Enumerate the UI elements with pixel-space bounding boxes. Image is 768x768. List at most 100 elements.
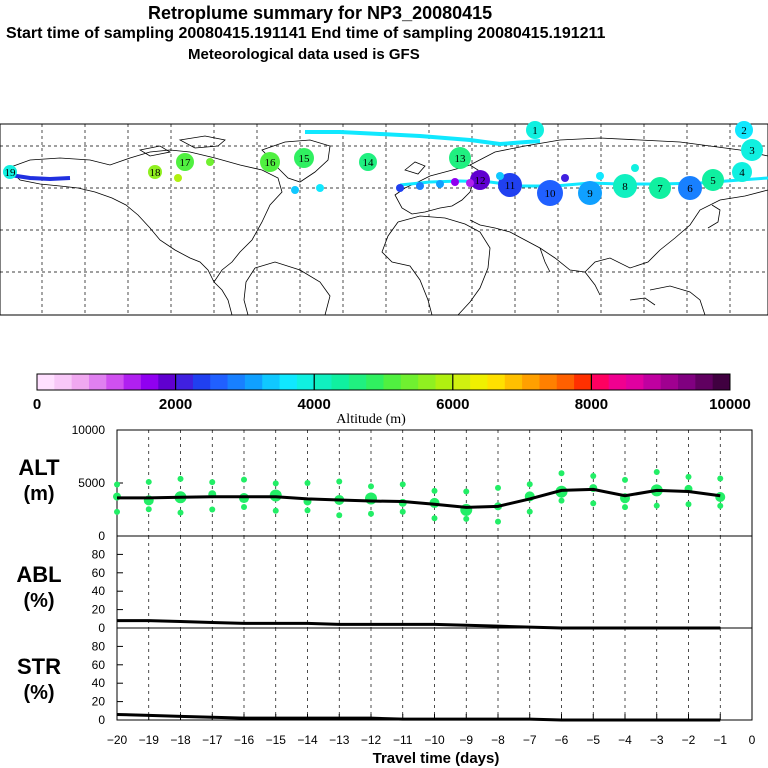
y-tick-label: 0	[98, 529, 105, 543]
x-tick-label: −19	[139, 733, 160, 747]
alt-scatter-point	[653, 468, 660, 475]
alt-scatter-point	[304, 480, 311, 486]
x-tick-label: −11	[393, 733, 413, 747]
colorbar-swatch	[574, 374, 592, 390]
colorbar-swatch	[279, 374, 298, 390]
alt-scatter-point	[558, 497, 565, 504]
colorbar-swatch	[54, 374, 73, 390]
alt-scatter-point	[431, 515, 438, 522]
sampling-time-line: Start time of sampling 20080415.191141 E…	[6, 25, 606, 42]
y-tick-label: 20	[92, 695, 106, 709]
colorbar-swatch	[608, 374, 627, 390]
alt-scatter-point	[241, 503, 247, 510]
trajectory-line-west	[9, 173, 71, 182]
y-tick-label: 10000	[72, 423, 106, 437]
x-tick-label: −17	[202, 733, 223, 747]
alt-scatter-point	[209, 506, 216, 513]
plume-marker-label: 8	[622, 181, 628, 193]
colorbar-swatch	[227, 374, 246, 390]
x-tick-label: −6	[555, 733, 569, 747]
y-tick-label: 40	[92, 584, 106, 598]
series-line	[117, 619, 721, 630]
plume-marker	[649, 177, 671, 199]
alt-scatter-point	[463, 515, 470, 522]
x-tick-label: 0	[749, 733, 756, 747]
alt-scatter-point	[145, 478, 152, 485]
alt-scatter-point	[336, 512, 343, 519]
y-tick-label: 80	[92, 639, 106, 653]
alt-scatter-point	[622, 504, 628, 511]
plume-marker-label: 6	[687, 183, 693, 195]
alt-scatter-point	[590, 500, 597, 507]
plume-marker-label: 16	[265, 157, 277, 169]
alt-scatter-point	[717, 502, 724, 509]
alt-scatter-point	[272, 507, 279, 514]
plume-point	[416, 182, 424, 190]
colorbar-swatch	[106, 374, 125, 390]
colorbar-swatch	[695, 374, 714, 390]
alt-scatter-point	[526, 481, 533, 488]
plume-point	[316, 184, 324, 192]
panel-unit: (%)	[23, 590, 54, 612]
alt-scatter-point	[715, 491, 726, 502]
plume-marker	[498, 173, 522, 197]
alt-scatter-point	[177, 475, 184, 482]
x-tick-label: −13	[329, 733, 350, 747]
plume-marker	[294, 148, 314, 168]
plume-point	[596, 172, 604, 180]
plume-marker	[613, 174, 637, 198]
map-frame	[0, 123, 768, 316]
panel-label: ABL	[16, 562, 61, 587]
colorbar-swatch	[262, 374, 281, 390]
alt-scatter-point	[526, 508, 533, 515]
colorbar-swatch	[71, 374, 90, 390]
alt-scatter-point	[717, 475, 724, 482]
x-tick-label: −5	[586, 733, 600, 747]
plume-marker-label: 9	[587, 188, 593, 200]
plume-marker	[741, 139, 763, 161]
colorbar-swatch	[452, 374, 471, 390]
plume-marker-label: 15	[299, 153, 311, 165]
plume-marker	[359, 153, 377, 171]
plume-marker-label: 1	[532, 125, 538, 137]
colorbar-swatch	[643, 374, 662, 390]
x-tick-label: −14	[297, 733, 318, 747]
x-tick-label: −16	[234, 733, 255, 747]
y-tick-label: 0	[98, 713, 105, 727]
plume-marker-label: 10	[545, 188, 557, 200]
alt-scatter-point	[685, 501, 692, 508]
x-tick-label: −3	[650, 733, 664, 747]
y-tick-label: 0	[98, 621, 105, 635]
plume-marker	[702, 169, 724, 191]
x-tick-label: −18	[170, 733, 191, 747]
chart-title: Retroplume summary for NP3_20080415	[148, 3, 493, 23]
trajectory-line-upper	[305, 130, 541, 147]
x-tick-label: −4	[618, 733, 632, 747]
plume-marker-label: 2	[741, 125, 747, 137]
plume-marker-label: 3	[749, 145, 755, 157]
plume-marker	[578, 181, 602, 205]
y-tick-label: 60	[92, 658, 106, 672]
alt-scatter-point	[114, 508, 120, 515]
colorbar-swatch	[175, 374, 194, 390]
y-tick-label: 80	[92, 547, 106, 561]
colorbar-swatch	[192, 374, 211, 390]
colorbar-tick-label: 8000	[575, 396, 608, 413]
plume-marker	[526, 121, 544, 139]
plume-marker-label: 4	[739, 167, 745, 179]
plume-marker	[148, 165, 162, 179]
alt-scatter-point	[622, 476, 628, 483]
plume-marker	[732, 162, 752, 182]
colorbar-swatch	[37, 374, 55, 390]
x-tick-label: −12	[361, 733, 382, 747]
plume-point	[466, 179, 474, 187]
panel-unit: (%)	[23, 682, 54, 704]
x-tick-label: −8	[491, 733, 505, 747]
alt-scatter-point	[495, 484, 501, 491]
plume-markers: 19 18 17 16 15 14 13 12 11 10 9 8 7 6 5 432 1	[3, 121, 763, 206]
alt-scatter-point	[463, 488, 470, 495]
plume-marker-label: 18	[150, 167, 162, 179]
colorbar-swatch	[400, 374, 419, 390]
alt-scatter-point	[685, 473, 692, 480]
